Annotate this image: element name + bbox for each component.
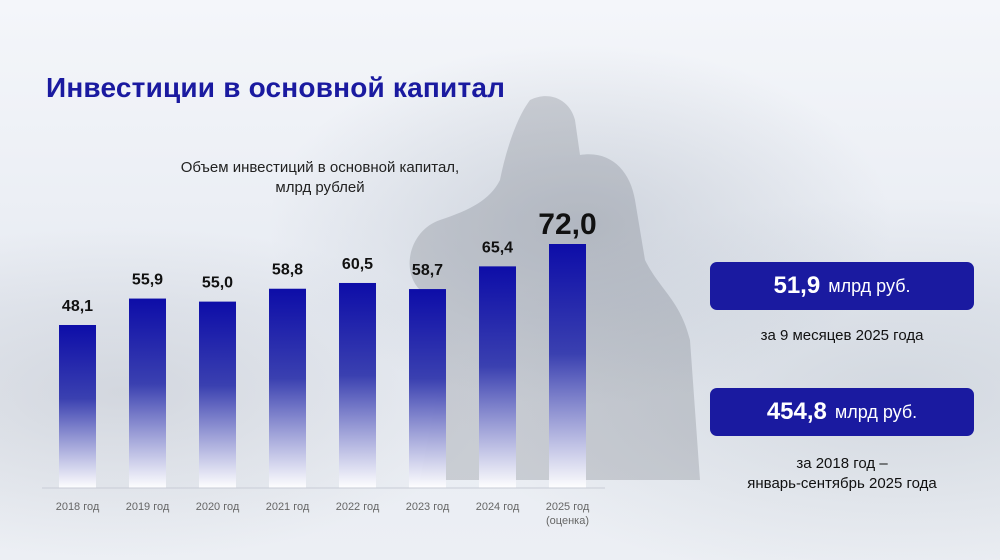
bar-value-label: 60,5 <box>342 256 373 273</box>
bar-value-label: 65,4 <box>482 239 513 256</box>
chart-title-line2: млрд рублей <box>275 179 365 196</box>
x-tick-label: 2022 год <box>336 501 380 513</box>
bar-value-label: 55,0 <box>202 275 233 292</box>
bar-value-label: 72,0 <box>538 208 596 241</box>
x-tick-label: 2020 год <box>196 501 240 513</box>
stat-unit: млрд руб. <box>828 275 911 296</box>
stat-value: 51,9 <box>773 272 821 299</box>
stat-value: 454,8 <box>766 398 827 425</box>
x-tick-label: 2018 год <box>56 501 100 513</box>
stat-unit: млрд руб. <box>834 401 918 422</box>
x-tick-note: (оценка) <box>546 515 589 527</box>
bar-2025-год <box>549 244 586 488</box>
stat-box-9-months: 51,9 млрд руб. <box>710 262 974 310</box>
x-tick-label: 2024 год <box>476 501 520 513</box>
stat-box-total: 454,8 млрд руб. <box>710 388 974 436</box>
bar-chart: 48,1 2018 год 55,9 2019 год 55,0 2020 год 58,8… <box>42 208 605 527</box>
x-tick-label: 2019 год <box>126 501 170 513</box>
x-tick-label: 2023 год <box>406 501 450 513</box>
bars-group: 48,1 2018 год 55,9 2019 год 55,0 2020 год 58,8… <box>56 208 597 527</box>
bar-value-label: 58,7 <box>412 262 443 279</box>
chart-title: Объем инвестиций в основной капитал, млр… <box>150 158 490 198</box>
x-tick-label: 2021 год <box>266 501 310 513</box>
page-title: Инвестиции в основной капитал <box>46 72 506 103</box>
stat-caption-line: за 9 месяцев 2025 года <box>760 327 924 344</box>
bar-2020-год <box>199 301 236 488</box>
x-tick-label: 2025 год <box>546 501 590 513</box>
chart-title-line1: Объем инвестиций в основной капитал, <box>180 159 460 176</box>
bar-value-label: 48,1 <box>62 298 93 315</box>
bar-value-label: 55,9 <box>132 272 163 289</box>
stat-caption-line: январь-сентябрь 2025 года <box>747 475 937 492</box>
bar-value-label: 58,8 <box>272 262 303 279</box>
bar-2019-год <box>129 298 166 488</box>
stat-caption-9-months: за 9 месяцев 2025 года <box>710 326 974 346</box>
stat-caption-line: за 2018 год – <box>796 455 888 472</box>
bar-2021-год <box>269 288 306 488</box>
bar-2018-год <box>59 324 96 488</box>
bar-2022-год <box>339 282 376 488</box>
bar-2023-год <box>409 289 446 488</box>
stat-caption-total: за 2018 год – январь-сентябрь 2025 года <box>710 454 974 494</box>
bar-2024-год <box>479 266 516 488</box>
